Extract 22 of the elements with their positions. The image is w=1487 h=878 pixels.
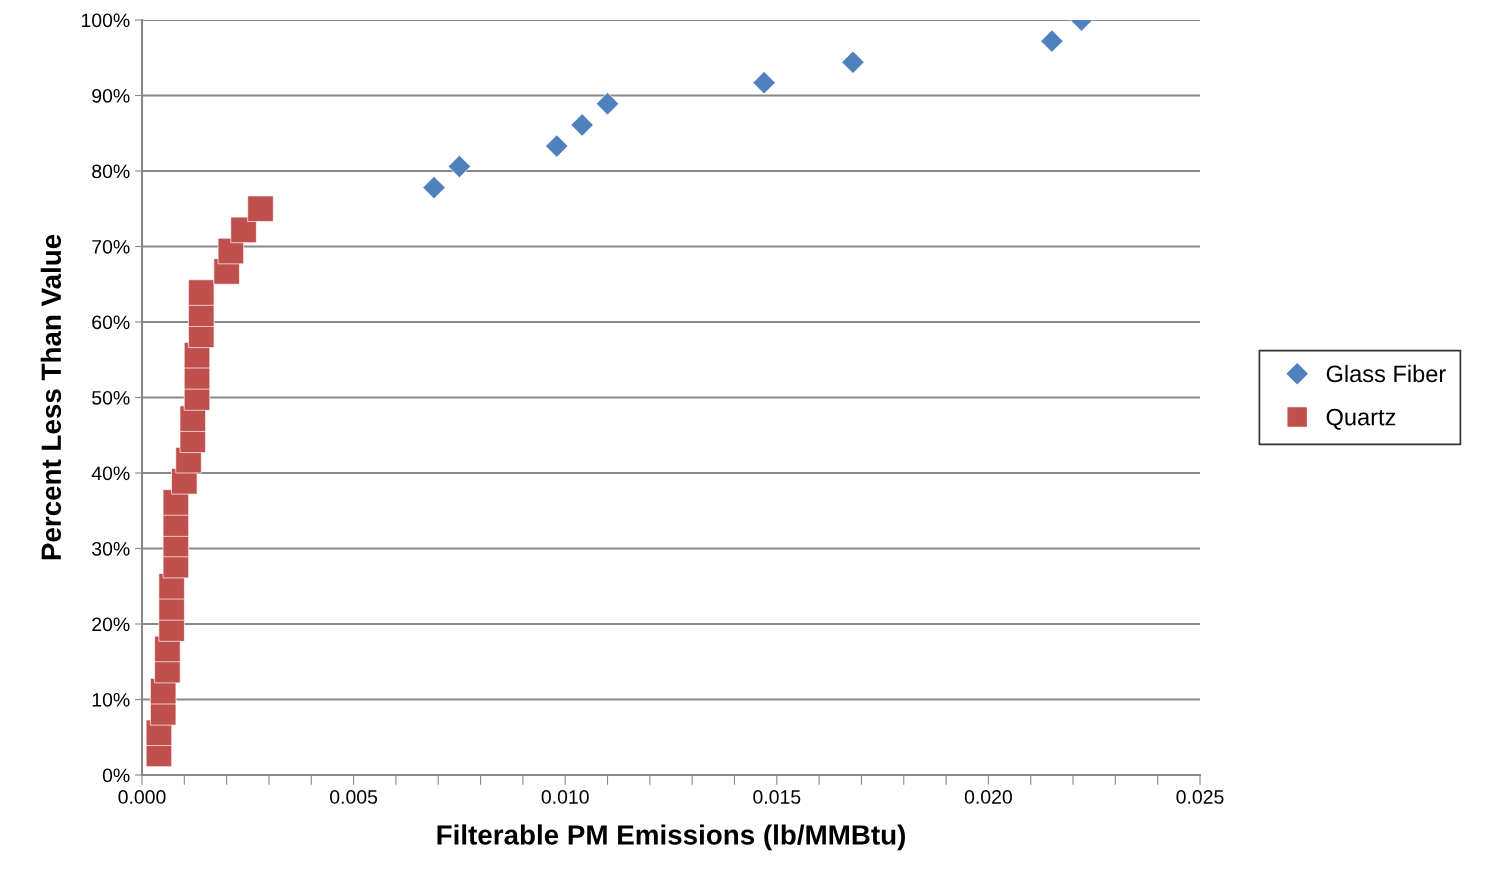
x-tick-label: 0.020: [964, 790, 1012, 804]
y-tick-label: 90%: [92, 88, 130, 103]
x-tick-label: 0.015: [753, 790, 801, 804]
y-tick-label: 60%: [92, 315, 130, 330]
x-tick-label: 0.005: [330, 790, 378, 804]
point: [545, 134, 569, 158]
y-tick-label: 70%: [92, 239, 130, 254]
y-tick-label: 0%: [102, 768, 130, 783]
legend-label: Quartz: [1326, 408, 1396, 430]
y-axis-title: Percent Less Than Value: [40, 234, 62, 560]
legend-label: Glass Fiber: [1326, 364, 1446, 383]
y-tick-label: 30%: [92, 541, 130, 556]
y-tick-label: 100%: [81, 13, 130, 28]
y-tick-label: 80%: [92, 164, 130, 179]
y-tick-label: 10%: [92, 692, 130, 707]
x-tick-label: 0.010: [541, 790, 589, 804]
x-tick-label: 0.000: [118, 790, 166, 804]
x-axis-title: Filterable PM Emissions (lb/MMBtu): [437, 824, 905, 851]
y-tick-label: 40%: [91, 466, 130, 481]
y-tick-label: 50%: [92, 390, 130, 405]
y-tick-label: 20%: [92, 617, 130, 632]
x-tick-label: 0.025: [1176, 790, 1224, 804]
